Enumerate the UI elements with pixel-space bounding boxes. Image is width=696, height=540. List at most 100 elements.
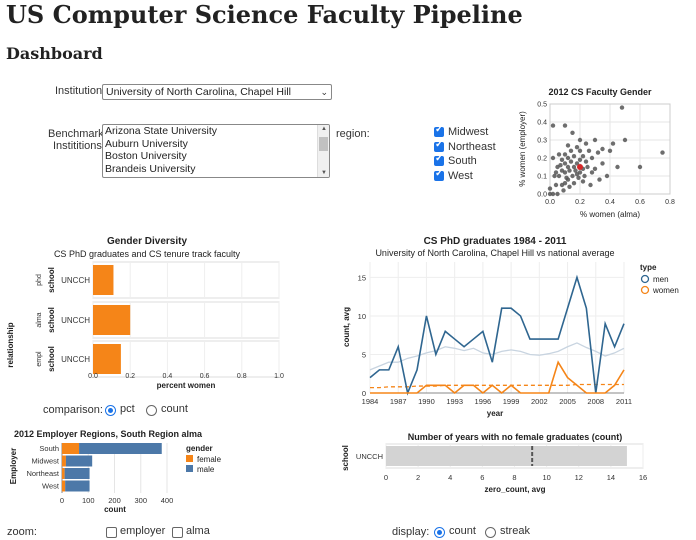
region-checkbox-midwest[interactable] [434, 124, 444, 137]
scatter-point [559, 168, 565, 173]
er-bar-female [62, 455, 66, 467]
chevron-down-icon: ⌄ [320, 87, 328, 97]
institution-select[interactable]: University of North Carolina, Chapel Hil… [102, 84, 332, 100]
scatter-point [555, 191, 560, 197]
zoom-checkbox-alma[interactable] [172, 527, 183, 538]
region-label-midwest: Midwest [448, 126, 489, 138]
scatter-point [600, 146, 605, 152]
region-checkbox-northeast[interactable] [434, 139, 444, 152]
pg-line-men [369, 274, 625, 396]
zoom-label: zoom: [7, 526, 37, 538]
region-label-northeast: Northeast [448, 141, 496, 153]
gd-row-field-label: school [47, 307, 56, 333]
pg-line-women-national-average [370, 383, 624, 389]
legend-male-swatch [186, 465, 193, 472]
scatter-point [562, 161, 568, 166]
er-legend-title: gender [186, 444, 213, 453]
benchmark-option[interactable]: Auburn University [105, 137, 188, 150]
scatter-point [597, 177, 602, 182]
benchmark-listbox[interactable]: Arizona State University Auburn Universi… [102, 124, 330, 178]
scatter-point [615, 164, 620, 170]
scatter-point [595, 150, 601, 155]
benchmark-option[interactable]: Arizona State University [105, 125, 218, 137]
gd-row-field-label: school [47, 346, 56, 372]
gd-bar [93, 344, 121, 374]
scatter-point [586, 148, 592, 153]
pg-y-tick: 10 [358, 312, 366, 321]
display-radio-count[interactable] [434, 527, 445, 538]
phd-graduates-chart: CS PhD graduates 1984 - 2011 University … [342, 236, 679, 418]
scatter-point [660, 150, 665, 155]
scroll-up-icon[interactable]: ▲ [321, 126, 327, 132]
scatter-point [588, 182, 593, 188]
gd-x-tick: 0.8 [237, 373, 247, 380]
scatter-point [553, 170, 559, 175]
scatter-point [552, 173, 557, 179]
er-bar-male [64, 468, 90, 479]
comparison-radio-count[interactable] [146, 405, 157, 416]
scatter-point [589, 170, 595, 175]
pg-x-tick: 1990 [418, 397, 435, 406]
scatter-highlight-point [577, 164, 583, 170]
scatter-point [580, 154, 586, 159]
scatter-point [547, 186, 553, 191]
er-legend-male: male [197, 465, 215, 474]
pg-x-tick: 1996 [475, 397, 492, 406]
er-title: 2012 Employer Regions, South Region alma [14, 429, 203, 439]
scroll-down-icon[interactable]: ▼ [321, 170, 327, 176]
scatter-y-tick: 0.0 [537, 192, 547, 199]
scatter-point [559, 157, 565, 162]
zf-x-tick: 2 [416, 473, 420, 482]
zoom-checkbox-employer[interactable] [106, 527, 117, 538]
zf-x-tick: 14 [607, 473, 615, 482]
scatter-y-label: % women (employer) [518, 111, 527, 187]
listbox-scrollbar[interactable]: ▲ ▼ [317, 125, 329, 177]
pg-line-women [370, 360, 625, 395]
er-x-label: count [104, 505, 126, 514]
er-x-tick: 400 [161, 496, 174, 505]
display-radio-streak[interactable] [485, 527, 496, 538]
scatter-point [568, 148, 574, 153]
zf-x-tick: 6 [480, 473, 484, 482]
gd-school-label: UNCCH [61, 316, 90, 325]
scatter-point [556, 152, 562, 157]
benchmark-label: Benchmark [48, 128, 104, 140]
pg-y-tick: 0 [362, 389, 366, 398]
region-checkbox-south[interactable] [434, 153, 444, 166]
pg-legend-men: men [653, 275, 669, 284]
scatter-point [561, 188, 566, 193]
gd-category-label: empl [36, 351, 43, 367]
comparison-radio-pct[interactable] [105, 405, 116, 416]
scatter-point [567, 184, 572, 189]
scatter-point [565, 155, 571, 161]
er-x-tick: 100 [82, 496, 95, 505]
scatter-point [585, 164, 590, 170]
er-y-label: Employer [9, 448, 18, 484]
region-checkbox-west[interactable] [434, 168, 444, 181]
faculty-gender-scatter: 2012 CS Faculty Gender 0.0 0.2 0.4 0.6 0.8 0… [518, 87, 675, 219]
region-label-south: South [448, 155, 477, 167]
gd-category-label: alma [36, 312, 43, 327]
er-x-tick: 200 [108, 496, 121, 505]
scatter-x-label: % women (alma) [580, 210, 640, 219]
gd-bar [93, 265, 114, 295]
er-bar-male [65, 455, 93, 467]
zero-female-chart: Number of years with no female graduates… [341, 432, 647, 494]
er-category-label: West [42, 482, 60, 491]
scatter-point [577, 148, 583, 153]
pg-subtitle: University of North Carolina, Chapel Hil… [375, 248, 614, 258]
page-subtitle: Dashboard [6, 44, 103, 63]
benchmark-option[interactable]: Boston University [105, 150, 187, 162]
pg-x-tick: 2008 [587, 397, 604, 406]
scatter-title: 2012 CS Faculty Gender [548, 87, 652, 97]
pg-x-tick: 2005 [559, 397, 576, 406]
scatter-plot-frame [549, 103, 671, 195]
zf-x-tick: 16 [639, 473, 647, 482]
zf-x-tick: 10 [542, 473, 550, 482]
scatter-point [562, 123, 568, 128]
scrollbar-thumb[interactable] [319, 137, 328, 151]
pg-x-tick: 1993 [446, 397, 463, 406]
gd-x-label: percent women [157, 381, 216, 390]
benchmark-option[interactable]: Brandeis University [105, 162, 196, 175]
pg-y-label: count, avg [342, 307, 351, 347]
